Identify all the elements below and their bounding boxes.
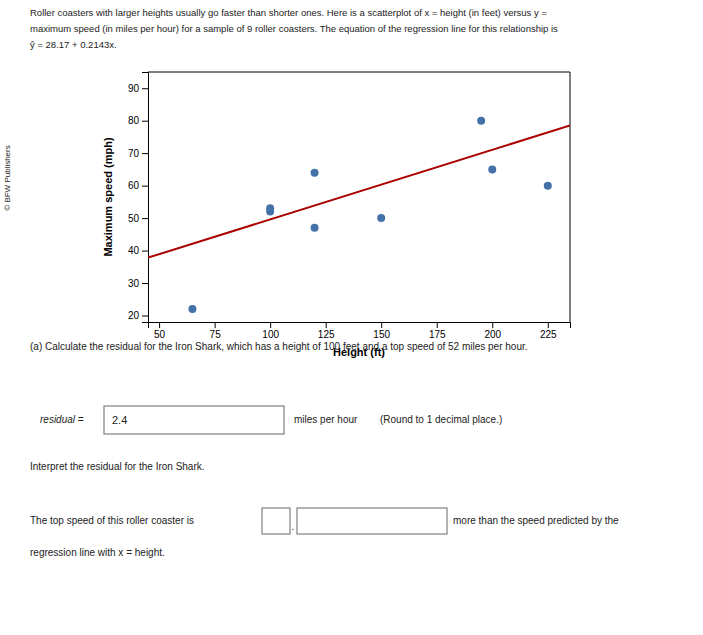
tick: 80 bbox=[128, 115, 148, 126]
tick-label: 40 bbox=[128, 245, 140, 256]
tick-label: 30 bbox=[128, 278, 140, 289]
tick-label: 50 bbox=[154, 329, 166, 340]
tick-label: 175 bbox=[429, 329, 446, 340]
copyright: © BFW Publishers bbox=[3, 145, 12, 210]
tick-mark bbox=[142, 283, 148, 284]
annotation: Interpret the residual for the Iron Shar… bbox=[30, 461, 205, 472]
tick-mark bbox=[142, 218, 148, 219]
tick-mark bbox=[548, 322, 549, 328]
tick-mark bbox=[215, 322, 216, 328]
point bbox=[188, 305, 196, 313]
tick: 90 bbox=[128, 83, 148, 94]
annotation: The top speed of this roller coaster is bbox=[30, 515, 194, 526]
tick-mark bbox=[270, 322, 271, 328]
title-line: maximum speed (in miles per hour) for a … bbox=[30, 23, 558, 34]
tick-mark bbox=[142, 88, 148, 89]
point bbox=[544, 182, 552, 190]
answer-box bbox=[297, 508, 447, 534]
tick-mark bbox=[492, 322, 493, 328]
tick-mark bbox=[142, 153, 148, 154]
y-axis: 20 30 40 50 60 70 80 90 bbox=[128, 73, 149, 323]
tick-label: 75 bbox=[210, 329, 222, 340]
annotation: more than the speed predicted by the bbox=[453, 515, 619, 526]
tick-mark bbox=[142, 251, 148, 252]
tick-mark bbox=[142, 121, 148, 122]
tick: 100 bbox=[262, 322, 279, 340]
tick-label: 80 bbox=[128, 115, 140, 126]
tick: 50 bbox=[128, 213, 148, 224]
point bbox=[266, 204, 274, 212]
regression-line bbox=[148, 125, 570, 257]
tick-label: 225 bbox=[540, 329, 557, 340]
title-line: ŷ = 28.17 + 0.2143x. bbox=[30, 39, 117, 50]
tick: 40 bbox=[128, 245, 148, 256]
tick: 50 bbox=[154, 322, 166, 340]
point bbox=[377, 214, 385, 222]
tick-label: 70 bbox=[128, 148, 140, 159]
tick: 60 bbox=[128, 180, 148, 191]
tick: 75 bbox=[210, 322, 222, 340]
annotation: regression line with x = height. bbox=[30, 547, 165, 558]
residual-value: 2.4 bbox=[112, 414, 127, 426]
tick: 20 bbox=[128, 310, 148, 321]
tick-label: 125 bbox=[318, 329, 335, 340]
point bbox=[488, 165, 496, 173]
annotation: residual = bbox=[40, 414, 84, 425]
annotation: (Round to 1 decimal place.) bbox=[380, 414, 502, 425]
answer-box bbox=[104, 406, 284, 434]
tick-mark bbox=[437, 322, 438, 328]
tick: 125 bbox=[318, 322, 335, 340]
point bbox=[477, 117, 485, 125]
tick-mark bbox=[142, 186, 148, 187]
tick-mark bbox=[381, 322, 382, 328]
tick-label: 90 bbox=[128, 83, 140, 94]
tick-label: 20 bbox=[128, 310, 140, 321]
annotation: miles per hour bbox=[294, 414, 358, 425]
tick: 30 bbox=[128, 278, 148, 289]
point bbox=[311, 169, 319, 177]
tick-mark bbox=[142, 316, 148, 317]
x-axis-line bbox=[149, 323, 571, 329]
tick: 175 bbox=[429, 322, 446, 340]
tick-mark bbox=[159, 322, 160, 328]
y-axis-title: Maximum speed (mph) bbox=[102, 137, 114, 257]
page: Roller coasters with larger heights usua… bbox=[0, 0, 703, 635]
tick-label: 200 bbox=[484, 329, 501, 340]
tick: 225 bbox=[540, 322, 557, 340]
point bbox=[311, 224, 319, 232]
tick-label: 100 bbox=[262, 329, 279, 340]
tick-label: 50 bbox=[128, 213, 140, 224]
tick: 150 bbox=[373, 322, 390, 340]
tick-label: 60 bbox=[128, 180, 140, 191]
x-axis: 50 75 100 125 150 175 200 225 bbox=[149, 322, 571, 340]
plot-frame bbox=[148, 72, 570, 322]
tick-label: 150 bbox=[373, 329, 390, 340]
answer-box bbox=[262, 508, 290, 534]
tick: 70 bbox=[128, 148, 148, 159]
tick-mark bbox=[326, 322, 327, 328]
title-line: Roller coasters with larger heights usua… bbox=[30, 7, 547, 18]
y-axis-line bbox=[142, 73, 149, 323]
marks bbox=[148, 117, 570, 313]
annotation: . bbox=[292, 521, 295, 532]
tick: 200 bbox=[484, 322, 501, 340]
annotation: (a) Calculate the residual for the Iron … bbox=[30, 341, 528, 352]
